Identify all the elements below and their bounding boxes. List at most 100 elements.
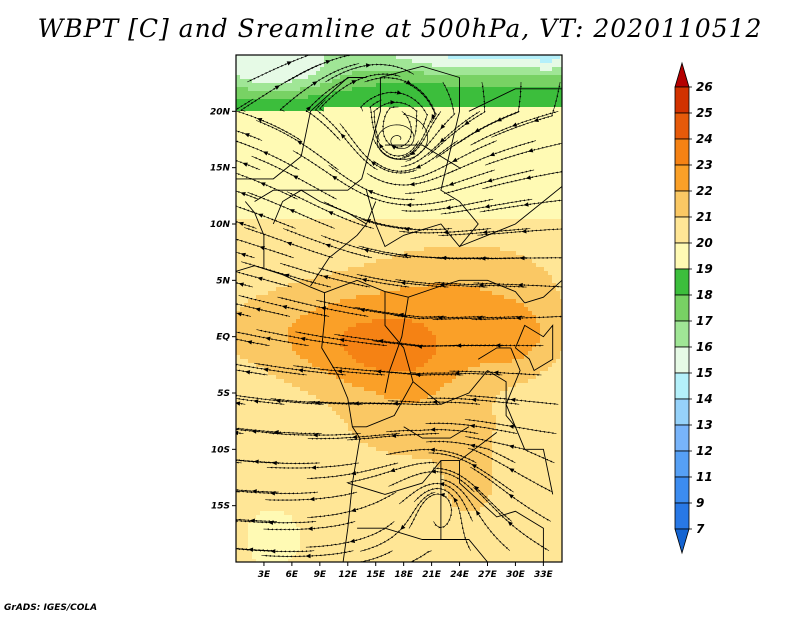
streamline-arrow xyxy=(527,148,534,153)
colorbar-label: 13 xyxy=(696,418,713,432)
streamline xyxy=(305,550,393,562)
colorbar-label: 7 xyxy=(696,522,705,536)
streamline-arrow xyxy=(350,507,357,513)
x-tick-label: 30E xyxy=(506,570,526,580)
colorbar-segment xyxy=(674,138,690,166)
colorbar-label: 23 xyxy=(696,158,713,172)
colorbar-segment xyxy=(674,476,690,504)
border-line xyxy=(477,347,511,360)
streamlines xyxy=(229,55,562,562)
credit-label: GrADS: IGES/COLA xyxy=(4,603,98,613)
colorbar-label: 18 xyxy=(696,288,713,302)
chart-title: WBPT [C] and Sreamline at 500hPa, VT: 20… xyxy=(37,14,763,43)
border-line xyxy=(459,185,562,247)
streamline-arrow xyxy=(510,397,516,403)
colorbar-label: 26 xyxy=(696,80,713,94)
streamline-arrow xyxy=(371,161,377,167)
streamline-arrow xyxy=(229,489,234,494)
streamline-arrow xyxy=(515,315,521,321)
streamline-arrow xyxy=(507,521,513,527)
colorbar-label: 20 xyxy=(696,236,713,250)
colorbar-segment xyxy=(674,450,690,478)
streamline-arrow xyxy=(391,433,397,438)
y-tick-label: 5S xyxy=(217,389,230,399)
colorbar-segment xyxy=(674,372,690,400)
colorbar-segment xyxy=(674,294,690,322)
streamline-arrow xyxy=(508,468,515,473)
colorbar-label: 17 xyxy=(696,314,713,328)
colorbar-segment xyxy=(674,346,690,374)
colorbar-label: 12 xyxy=(696,444,713,458)
colorbar-label: 22 xyxy=(696,184,713,198)
streamline-arrow xyxy=(495,343,501,348)
map-frame xyxy=(235,54,563,563)
streamline xyxy=(236,550,237,551)
colorbar-over-triangle xyxy=(674,61,690,88)
streamline-arrow xyxy=(525,175,531,180)
streamline-arrow xyxy=(325,60,331,65)
y-tick-label: 10S xyxy=(211,445,230,455)
streamline-arrow xyxy=(519,255,525,261)
colorbar-label: 16 xyxy=(696,340,713,354)
streamline-arrow xyxy=(508,424,515,429)
streamline-arrow xyxy=(312,81,318,86)
streamline-arrow xyxy=(523,202,529,207)
colorbar-segment xyxy=(674,164,690,192)
streamline-arrow xyxy=(533,117,539,122)
colorbar-label: 24 xyxy=(696,132,713,146)
colorbar-segment xyxy=(674,502,690,530)
colorbar-segment xyxy=(674,216,690,244)
x-tick-label: 21E xyxy=(422,570,442,580)
x-tick-label: 27E xyxy=(478,570,498,580)
y-tick-label: 15S xyxy=(211,502,230,512)
x-tick-label: 24E xyxy=(450,570,470,580)
y-axis: 20N 15N 10N 5N EQ 5S 10S 15S xyxy=(210,107,236,512)
streamline-arrow xyxy=(256,118,263,123)
colorbar-label: 25 xyxy=(696,106,713,120)
colorbar-segment xyxy=(674,190,690,218)
colorbar-label: 14 xyxy=(696,392,713,406)
x-tick-label: 9E xyxy=(314,570,327,580)
x-tick-label: 3E xyxy=(258,570,271,580)
y-tick-label: 10N xyxy=(210,220,231,230)
streamline-arrow xyxy=(389,467,396,473)
colorbar-label: 21 xyxy=(696,210,713,224)
colorbar-segment xyxy=(674,112,690,140)
vortex-spiral xyxy=(376,113,429,161)
colorbar-label: 9 xyxy=(696,496,704,510)
streamline-arrow xyxy=(351,80,357,85)
colorbar-label: 15 xyxy=(696,366,713,380)
streamline-arrow xyxy=(517,282,523,288)
colorbar-segment xyxy=(674,398,690,426)
x-tick-label: 33E xyxy=(534,570,554,580)
colorbar-segment xyxy=(674,268,690,296)
streamline-arrow xyxy=(400,524,406,530)
x-tick-label: 15E xyxy=(366,570,386,580)
x-tick-label: 12E xyxy=(338,570,358,580)
colorbar-segment xyxy=(674,86,690,114)
border-line xyxy=(514,324,554,372)
x-tick-label: 18E xyxy=(394,570,414,580)
colorbar-under-triangle xyxy=(674,528,690,555)
streamline-arrow xyxy=(508,444,515,449)
colorbar-label: 19 xyxy=(696,262,713,276)
streamline-arrow xyxy=(365,63,372,68)
streamline-arrow xyxy=(274,85,281,90)
colorbar-segment xyxy=(674,242,690,270)
y-tick-label: 5N xyxy=(216,276,230,286)
colorbar-label: 11 xyxy=(696,470,713,484)
y-tick-label: EQ xyxy=(216,333,230,343)
x-tick-label: 6E xyxy=(286,570,299,580)
streamline-arrow xyxy=(296,140,303,146)
streamline-arrow xyxy=(521,229,527,234)
colorbar-segment xyxy=(674,320,690,348)
y-tick-label: 20N xyxy=(210,107,231,117)
y-tick-label: 15N xyxy=(210,164,231,174)
streamline-arrow xyxy=(349,538,356,543)
streamline-arrow xyxy=(508,493,514,499)
colorbar: 7 9 11 12 13 14 15 16 17 18 19 20 21 22 23 24 25 26 xyxy=(674,61,713,555)
streamline xyxy=(379,550,432,562)
x-axis: 3E 6E 9E 12E 15E 18E 21E 24E 27E 30E 33E xyxy=(258,562,554,580)
streamline-arrow xyxy=(230,548,235,553)
